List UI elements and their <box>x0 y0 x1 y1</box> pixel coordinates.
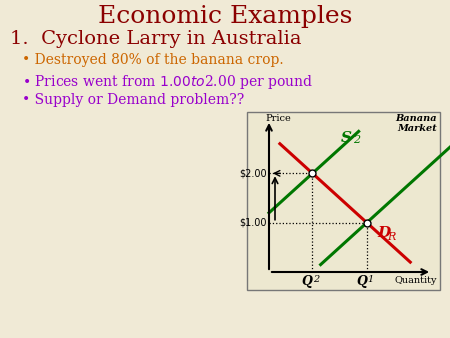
Text: R: R <box>387 232 396 242</box>
Text: Price: Price <box>265 114 291 123</box>
Text: Economic Examples: Economic Examples <box>98 5 352 28</box>
Text: Banana
Market: Banana Market <box>396 114 437 134</box>
Text: S: S <box>341 131 351 145</box>
Text: • Destroyed 80% of the banana crop.: • Destroyed 80% of the banana crop. <box>22 53 284 67</box>
Text: Q: Q <box>302 275 312 288</box>
Text: 2: 2 <box>314 275 320 284</box>
Text: $2.00: $2.00 <box>239 168 267 178</box>
Text: 1: 1 <box>368 275 374 284</box>
Text: D: D <box>378 225 391 240</box>
Bar <box>247 112 440 290</box>
Text: • Supply or Demand problem??: • Supply or Demand problem?? <box>22 93 244 107</box>
Text: Quantity: Quantity <box>395 276 437 285</box>
Text: $1.00: $1.00 <box>239 218 267 228</box>
Text: Q: Q <box>356 275 367 288</box>
Text: 2: 2 <box>353 136 360 145</box>
Text: • Prices went from $1.00 to $2.00 per pound: • Prices went from $1.00 to $2.00 per po… <box>22 73 313 91</box>
Text: 1.  Cyclone Larry in Australia: 1. Cyclone Larry in Australia <box>10 30 302 48</box>
